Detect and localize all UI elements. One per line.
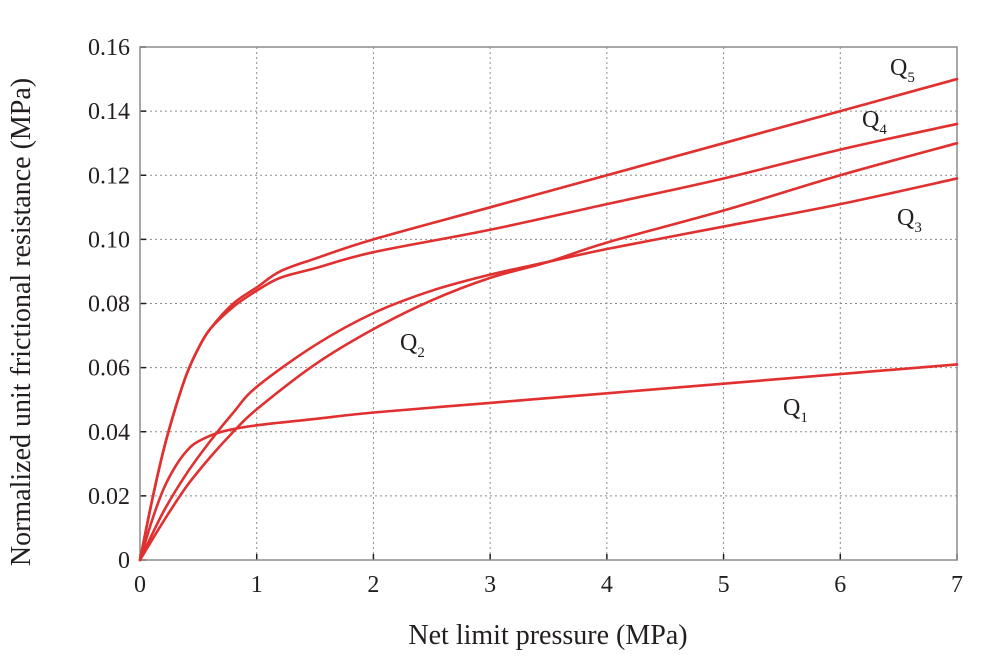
- x-tick-label: 7: [951, 572, 963, 598]
- y-tick-label: 0.08: [88, 292, 130, 318]
- series-line-q4: [138, 122, 959, 562]
- y-tick-label: 0.04: [88, 420, 130, 446]
- plot-frame: [139, 46, 958, 561]
- y-tick-label: 0.02: [88, 484, 130, 510]
- y-tick-label: 0.12: [88, 163, 130, 189]
- x-tick-label: 4: [601, 572, 613, 598]
- axes: [139, 46, 958, 561]
- series-line-q3: [138, 141, 959, 562]
- series-label-q5: Q5: [890, 55, 915, 86]
- y-tick-label: 0.14: [88, 99, 130, 125]
- series-line-q2: [138, 177, 959, 562]
- x-tick-label: 3: [484, 572, 496, 598]
- series-label-q2: Q2: [400, 330, 425, 361]
- x-tick-label: 2: [367, 572, 379, 598]
- series-line-q5: [138, 77, 959, 562]
- series-lines: [138, 77, 959, 562]
- y-axis-label: Normalized unit frictional resistance (M…: [6, 78, 37, 566]
- series-line-q1: [138, 363, 959, 562]
- y-tick-label: 0.16: [88, 35, 130, 61]
- series-label-q3: Q3: [897, 205, 922, 236]
- x-tick-label: 6: [834, 572, 846, 598]
- y-tick-label: 0.10: [88, 227, 130, 253]
- y-tick-label: 0.06: [88, 356, 130, 382]
- tick-labels: 0 1 2 3 4 5 6 7 0 0.02 0.04 0.06 0.08 0.10 0.12 0.14 0.1…: [88, 35, 963, 598]
- series-label-q4: Q4: [862, 107, 887, 138]
- x-tick-label: 1: [251, 572, 263, 598]
- x-tick-label: 0: [134, 572, 146, 598]
- grid: [140, 46, 958, 560]
- y-tick-label: 0: [118, 548, 130, 574]
- series-label-q1: Q1: [783, 395, 808, 426]
- x-tick-label: 5: [718, 572, 730, 598]
- x-axis-label: Net limit pressure (MPa): [408, 620, 687, 651]
